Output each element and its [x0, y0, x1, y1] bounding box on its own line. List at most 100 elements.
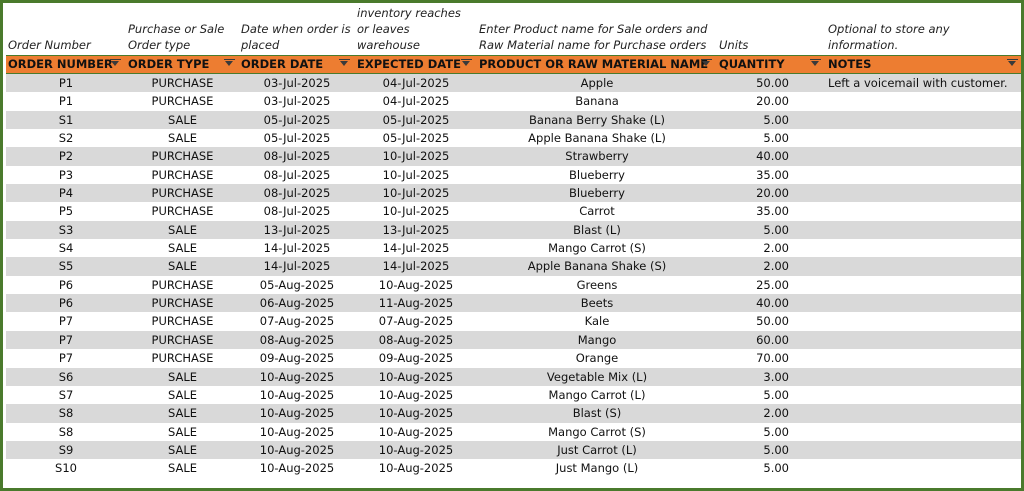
cell-quantity[interactable]: 20.00: [756, 94, 789, 109]
cell-notes[interactable]: [828, 276, 1021, 294]
cell-quantity[interactable]: 2.00: [763, 241, 789, 256]
cell-quantity[interactable]: 5.00: [763, 112, 789, 127]
cell-order-type[interactable]: PURCHASE: [151, 149, 214, 164]
cell-product[interactable]: Just Mango (L): [555, 461, 639, 476]
header-order-date[interactable]: ORDER DATE: [239, 56, 355, 73]
cell-expected-date[interactable]: 04-Jul-2025: [382, 94, 450, 109]
cell-expected-date[interactable]: 10-Aug-2025: [378, 387, 454, 402]
cell-quantity[interactable]: 40.00: [756, 296, 789, 311]
cell-quantity[interactable]: 5.00: [763, 222, 789, 237]
cell-order-type[interactable]: PURCHASE: [151, 296, 214, 311]
cell-expected-date[interactable]: 07-Aug-2025: [378, 314, 454, 329]
cell-expected-date[interactable]: 10-Aug-2025: [378, 424, 454, 439]
cell-notes[interactable]: [828, 441, 1021, 459]
cell-order-date[interactable]: 05-Jul-2025: [263, 112, 331, 127]
cell-order-number[interactable]: S2: [58, 131, 74, 146]
cell-order-type[interactable]: SALE: [167, 424, 198, 439]
cell-order-number[interactable]: P7: [58, 332, 74, 347]
filter-dropdown-icon[interactable]: [810, 58, 821, 71]
cell-quantity[interactable]: 50.00: [756, 76, 789, 90]
header-product[interactable]: PRODUCT OR RAW MATERIAL NAME: [477, 56, 717, 73]
cell-expected-date[interactable]: 11-Aug-2025: [378, 296, 454, 311]
header-quantity[interactable]: QUANTITY: [717, 56, 826, 73]
cell-order-type[interactable]: SALE: [167, 259, 198, 274]
cell-order-number[interactable]: P7: [58, 314, 74, 329]
cell-quantity[interactable]: 35.00: [756, 167, 789, 182]
cell-expected-date[interactable]: 10-Aug-2025: [378, 461, 454, 476]
cell-quantity[interactable]: 35.00: [756, 204, 789, 219]
cell-product[interactable]: Vegetable Mix (L): [546, 369, 648, 384]
cell-order-date[interactable]: 13-Jul-2025: [263, 222, 331, 237]
cell-order-date[interactable]: 10-Aug-2025: [259, 369, 335, 384]
cell-product[interactable]: Blueberry: [569, 186, 625, 201]
cell-notes[interactable]: [828, 257, 1021, 275]
cell-notes[interactable]: [828, 129, 1021, 147]
filter-dropdown-icon[interactable]: [110, 58, 121, 71]
cell-order-number[interactable]: S10: [55, 461, 77, 476]
cell-order-date[interactable]: 08-Aug-2025: [259, 332, 335, 347]
cell-quantity[interactable]: 2.00: [763, 259, 789, 274]
cell-order-type[interactable]: SALE: [167, 406, 198, 421]
cell-expected-date[interactable]: 10-Jul-2025: [382, 186, 450, 201]
cell-product[interactable]: Mango: [577, 332, 617, 347]
cell-quantity[interactable]: 25.00: [756, 277, 789, 292]
cell-notes[interactable]: [828, 404, 1021, 422]
cell-expected-date[interactable]: 10-Jul-2025: [382, 149, 450, 164]
cell-order-number[interactable]: P2: [58, 149, 74, 164]
cell-product[interactable]: Strawberry: [565, 149, 629, 164]
cell-notes[interactable]: [828, 92, 1021, 110]
cell-order-type[interactable]: PURCHASE: [151, 76, 214, 90]
cell-order-date[interactable]: 08-Jul-2025: [263, 167, 331, 182]
filter-dropdown-icon[interactable]: [224, 58, 235, 71]
cell-order-number[interactable]: S6: [58, 369, 74, 384]
cell-notes[interactable]: [828, 202, 1021, 220]
cell-notes[interactable]: [828, 184, 1021, 202]
cell-quantity[interactable]: 5.00: [763, 461, 789, 476]
cell-product[interactable]: Carrot: [579, 204, 615, 219]
cell-quantity[interactable]: 3.00: [763, 369, 789, 384]
cell-notes[interactable]: [828, 423, 1021, 441]
cell-order-type[interactable]: PURCHASE: [151, 351, 214, 366]
cell-order-type[interactable]: SALE: [167, 461, 198, 476]
header-expected-date[interactable]: EXPECTED DATE: [355, 56, 477, 73]
cell-product[interactable]: Blueberry: [569, 167, 625, 182]
cell-quantity[interactable]: 50.00: [756, 314, 789, 329]
cell-notes[interactable]: [828, 221, 1021, 239]
cell-product[interactable]: Banana: [575, 94, 619, 109]
cell-expected-date[interactable]: 04-Jul-2025: [382, 76, 450, 90]
cell-order-number[interactable]: P4: [58, 186, 74, 201]
filter-dropdown-icon[interactable]: [701, 58, 712, 71]
cell-expected-date[interactable]: 10-Jul-2025: [382, 204, 450, 219]
cell-order-date[interactable]: 03-Jul-2025: [263, 94, 331, 109]
cell-order-type[interactable]: SALE: [167, 131, 198, 146]
cell-order-number[interactable]: P1: [58, 94, 74, 109]
cell-quantity[interactable]: 5.00: [763, 442, 789, 457]
cell-product[interactable]: Orange: [575, 351, 619, 366]
cell-notes[interactable]: [828, 111, 1021, 129]
cell-order-number[interactable]: S4: [58, 241, 74, 256]
cell-order-number[interactable]: P3: [58, 167, 74, 182]
cell-order-type[interactable]: SALE: [167, 442, 198, 457]
cell-order-date[interactable]: 05-Aug-2025: [259, 277, 335, 292]
cell-quantity[interactable]: 5.00: [763, 387, 789, 402]
cell-product[interactable]: Blast (S): [572, 406, 622, 421]
cell-order-type[interactable]: PURCHASE: [151, 94, 214, 109]
cell-order-date[interactable]: 03-Jul-2025: [263, 76, 331, 90]
cell-expected-date[interactable]: 14-Jul-2025: [382, 259, 450, 274]
cell-quantity[interactable]: 5.00: [763, 131, 789, 146]
cell-product[interactable]: Mango Carrot (S): [548, 424, 646, 439]
cell-order-type[interactable]: PURCHASE: [151, 332, 214, 347]
cell-product[interactable]: Kale: [584, 314, 610, 329]
cell-product[interactable]: Apple: [580, 76, 614, 90]
cell-notes[interactable]: [828, 166, 1021, 184]
cell-order-number[interactable]: P1: [58, 76, 74, 90]
cell-order-type[interactable]: SALE: [167, 387, 198, 402]
cell-expected-date[interactable]: 14-Jul-2025: [382, 241, 450, 256]
cell-order-date[interactable]: 05-Jul-2025: [263, 131, 331, 146]
cell-notes[interactable]: Left a voicemail with customer.: [828, 76, 1008, 90]
cell-expected-date[interactable]: 08-Aug-2025: [378, 332, 454, 347]
cell-order-date[interactable]: 10-Aug-2025: [259, 387, 335, 402]
cell-order-type[interactable]: PURCHASE: [151, 314, 214, 329]
cell-expected-date[interactable]: 10-Aug-2025: [378, 406, 454, 421]
cell-notes[interactable]: [828, 239, 1021, 257]
